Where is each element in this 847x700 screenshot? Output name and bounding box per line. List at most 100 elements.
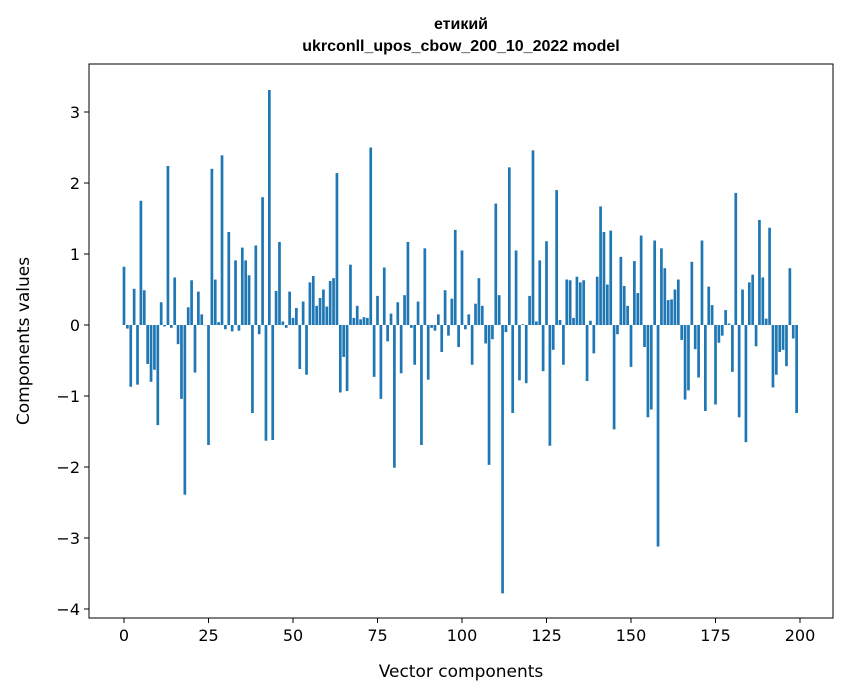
bar-14 xyxy=(170,325,173,328)
bar-81 xyxy=(396,302,399,325)
bar-94 xyxy=(440,325,443,352)
bar-120 xyxy=(528,296,531,325)
bar-22 xyxy=(197,292,200,325)
bar-150 xyxy=(630,325,633,367)
bar-114 xyxy=(508,167,511,325)
bar-29 xyxy=(221,155,224,325)
bar-118 xyxy=(521,324,524,325)
bar-111 xyxy=(498,295,501,325)
bar-190 xyxy=(765,319,768,325)
x-tick-label: 125 xyxy=(531,626,562,645)
bar-36 xyxy=(244,260,247,325)
bar-162 xyxy=(670,299,673,325)
bar-171 xyxy=(701,241,704,325)
bar-77 xyxy=(383,267,386,325)
bar-106 xyxy=(481,306,484,325)
bar-1 xyxy=(126,325,129,329)
x-tick-label: 200 xyxy=(785,626,816,645)
bar-187 xyxy=(755,325,758,346)
bar-5 xyxy=(140,201,143,325)
x-axis-label: Vector components xyxy=(379,662,544,682)
bar-63 xyxy=(336,173,339,325)
bar-61 xyxy=(329,281,332,325)
bar-121 xyxy=(532,150,535,325)
bar-113 xyxy=(505,325,508,332)
y-tick-label: 3 xyxy=(70,103,80,122)
bar-180 xyxy=(731,325,734,372)
bar-165 xyxy=(680,325,683,340)
bar-149 xyxy=(626,306,629,325)
bar-110 xyxy=(494,204,497,325)
bar-85 xyxy=(410,325,413,328)
bar-15 xyxy=(173,277,176,325)
bar-65 xyxy=(342,325,345,357)
bar-185 xyxy=(748,282,751,325)
bar-193 xyxy=(775,325,778,375)
bar-40 xyxy=(258,325,261,334)
bar-89 xyxy=(423,248,426,325)
x-tick-label: 50 xyxy=(283,626,303,645)
bar-199 xyxy=(795,325,798,413)
bar-146 xyxy=(616,325,619,334)
y-tick-label: −2 xyxy=(56,458,80,477)
bar-157 xyxy=(653,241,656,325)
bar-175 xyxy=(714,325,717,405)
bar-90 xyxy=(427,325,430,380)
bar-184 xyxy=(745,325,748,442)
bar-124 xyxy=(542,325,545,371)
y-axis-label: Components values xyxy=(14,257,34,425)
bar-80 xyxy=(393,325,396,468)
bar-145 xyxy=(613,325,616,429)
bar-189 xyxy=(761,277,764,325)
bar-10 xyxy=(156,325,159,425)
bar-109 xyxy=(491,325,494,339)
bar-186 xyxy=(751,275,754,325)
bar-191 xyxy=(768,228,771,325)
bar-178 xyxy=(724,310,727,325)
bar-166 xyxy=(684,325,687,400)
bar-82 xyxy=(400,325,403,373)
bar-151 xyxy=(633,261,636,325)
bar-23 xyxy=(200,314,203,325)
bar-67 xyxy=(349,265,352,325)
bar-11 xyxy=(160,302,163,325)
bar-197 xyxy=(789,268,792,325)
bar-155 xyxy=(647,325,650,417)
bar-86 xyxy=(413,325,416,365)
bar-57 xyxy=(315,306,318,325)
bar-96 xyxy=(447,325,450,336)
bar-62 xyxy=(332,278,335,325)
bar-59 xyxy=(322,290,325,326)
bar-173 xyxy=(707,287,710,325)
chart-subtitle: ukrconll_upos_cbow_200_10_2022 model xyxy=(302,38,619,55)
bar-3 xyxy=(133,289,136,325)
y-tick-label: 2 xyxy=(70,174,80,193)
bar-122 xyxy=(535,321,538,325)
bar-93 xyxy=(437,314,440,325)
bar-48 xyxy=(285,325,288,328)
bar-79 xyxy=(390,314,393,325)
y-tick-label: 0 xyxy=(70,316,80,335)
bar-134 xyxy=(576,277,579,325)
bar-101 xyxy=(464,325,467,329)
bar-182 xyxy=(738,325,741,417)
bar-64 xyxy=(339,325,342,392)
bar-34 xyxy=(238,325,241,331)
bar-16 xyxy=(177,325,180,344)
bar-97 xyxy=(451,299,454,325)
bar-35 xyxy=(241,248,244,325)
bar-42 xyxy=(265,325,268,441)
bar-192 xyxy=(772,325,775,387)
x-tick-label: 75 xyxy=(367,626,387,645)
y-tick-label: 1 xyxy=(70,245,80,264)
bars-group xyxy=(123,90,798,593)
bar-54 xyxy=(305,325,308,375)
bar-25 xyxy=(207,325,210,445)
bar-28 xyxy=(217,322,220,325)
bar-6 xyxy=(143,290,146,325)
bar-33 xyxy=(234,260,237,325)
bar-144 xyxy=(609,231,612,325)
bar-73 xyxy=(369,148,372,326)
bar-19 xyxy=(187,307,190,325)
